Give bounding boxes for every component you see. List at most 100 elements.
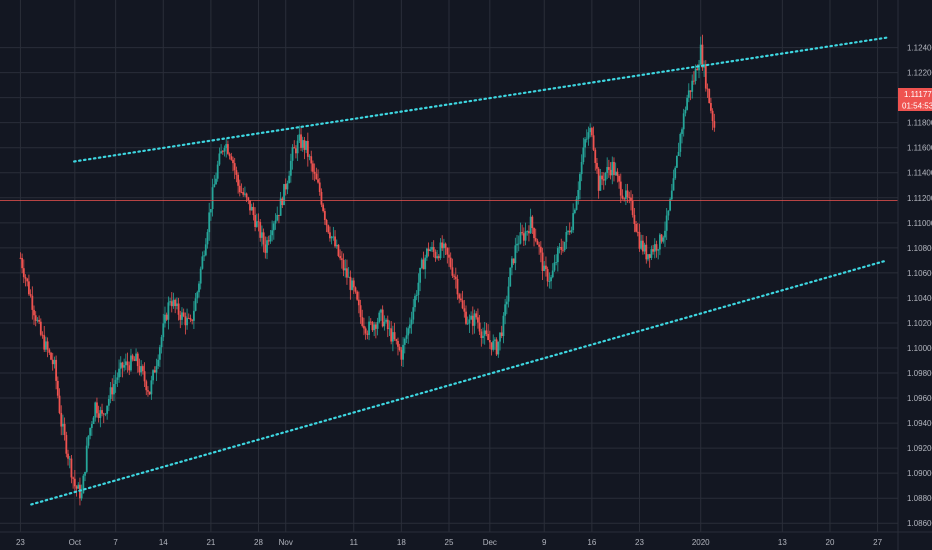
candle-body <box>320 191 323 205</box>
candle <box>563 241 566 252</box>
candle-body <box>155 366 158 373</box>
candle <box>374 322 377 339</box>
candle-body <box>415 295 418 297</box>
candle <box>475 311 478 320</box>
candle <box>352 277 355 295</box>
candle-body <box>339 255 342 259</box>
x-tick-label: 28 <box>254 538 263 547</box>
candle <box>192 301 195 330</box>
candle <box>152 369 154 385</box>
trendline-upper-resistance[interactable] <box>73 36 889 163</box>
candle-body <box>408 324 411 329</box>
candle-body <box>393 332 396 340</box>
candle-body <box>502 315 505 337</box>
candle <box>488 330 491 349</box>
candle-body <box>58 395 61 413</box>
candle <box>626 183 629 203</box>
candle <box>436 249 438 260</box>
candle <box>141 364 144 375</box>
candle <box>441 235 444 251</box>
candle <box>597 166 600 199</box>
candle-body <box>177 303 180 315</box>
y-tick-label: 1.10400 <box>907 294 932 303</box>
candle <box>150 375 153 400</box>
y-tick-label: 1.11000 <box>907 219 932 228</box>
candle <box>710 97 712 114</box>
candle <box>322 202 325 213</box>
candle-body <box>153 370 156 373</box>
candle <box>533 227 535 247</box>
candle <box>235 166 238 183</box>
candle-body <box>468 319 471 324</box>
candle <box>306 132 309 167</box>
candle <box>113 374 115 402</box>
candle-body <box>696 68 699 71</box>
candle-body <box>242 192 245 195</box>
candle <box>227 140 229 155</box>
candle <box>199 266 202 290</box>
x-tick-label: 11 <box>350 538 359 547</box>
candle <box>684 106 687 117</box>
candle <box>138 358 141 376</box>
candle <box>548 272 551 289</box>
candle-body <box>480 331 483 339</box>
candle <box>395 338 398 345</box>
candle <box>242 187 245 197</box>
candle <box>698 60 700 79</box>
candle-body <box>580 162 583 175</box>
candle-body <box>80 493 83 499</box>
candle-body <box>585 138 588 140</box>
candle-body <box>708 89 711 104</box>
candle-body <box>490 342 493 350</box>
candle <box>293 140 296 149</box>
candle-body <box>579 174 581 190</box>
candle-body <box>72 477 75 479</box>
candle <box>255 213 258 228</box>
candle <box>439 238 442 260</box>
candle <box>128 361 131 376</box>
candle <box>509 267 512 287</box>
candle <box>691 74 694 99</box>
candle-body <box>682 113 685 130</box>
candle-body <box>638 232 641 249</box>
candle <box>262 228 265 253</box>
candle <box>414 293 416 312</box>
candle <box>419 267 421 292</box>
candle-body <box>623 198 626 200</box>
candle <box>687 83 690 103</box>
candle-body <box>478 322 481 332</box>
candle-body <box>531 216 534 229</box>
candle <box>254 207 257 232</box>
last-price-text: 1.11177 <box>904 90 932 99</box>
candle <box>157 354 160 369</box>
candle-body <box>70 458 73 478</box>
candle <box>184 312 187 335</box>
y-tick-label: 1.11600 <box>907 144 932 153</box>
candle-body <box>676 156 678 168</box>
candle <box>585 129 588 143</box>
candle-body <box>618 176 620 182</box>
candle <box>94 401 97 422</box>
candle-body <box>211 187 214 210</box>
candle <box>354 286 357 294</box>
trendline-lower-support[interactable] <box>30 259 889 506</box>
candle-body <box>681 129 683 134</box>
y-tick-label: 1.08800 <box>907 494 932 503</box>
candle <box>378 310 381 324</box>
x-tick-label: Nov <box>279 538 293 547</box>
candle <box>609 162 612 180</box>
candle-body <box>560 247 563 250</box>
candle-body <box>288 175 291 184</box>
candle <box>77 482 80 489</box>
candle <box>519 222 522 245</box>
time-axis[interactable]: 23 Oct 7 14 21 28 Nov 11 18 25 Dec 9 16 23 2020 13 20 27 <box>0 531 932 547</box>
candle-body <box>460 298 462 301</box>
candle <box>448 247 450 267</box>
candle <box>41 331 44 339</box>
candle-body <box>147 390 149 392</box>
candle-body <box>45 341 47 350</box>
candle-body <box>182 312 185 317</box>
y-tick-label: 1.10000 <box>907 344 932 353</box>
x-tick-label: 23 <box>16 538 25 547</box>
